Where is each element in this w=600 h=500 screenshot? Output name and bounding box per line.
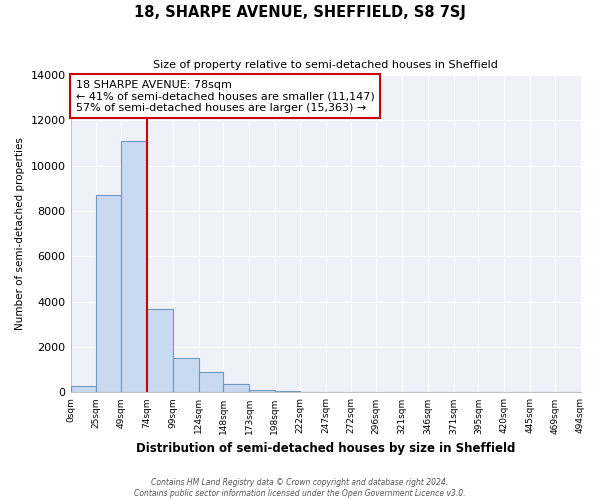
Bar (121, 140, 147, 392)
Bar (147, 308, 173, 392)
Y-axis label: Number of semi-detached properties: Number of semi-detached properties (15, 138, 25, 330)
Bar (173, 358, 199, 392)
Text: 18, SHARPE AVENUE, SHEFFIELD, S8 7SJ: 18, SHARPE AVENUE, SHEFFIELD, S8 7SJ (134, 5, 466, 20)
X-axis label: Distribution of semi-detached houses by size in Sheffield: Distribution of semi-detached houses by … (136, 442, 515, 455)
Bar (71, 386, 97, 392)
Text: Contains HM Land Registry data © Crown copyright and database right 2024.
Contai: Contains HM Land Registry data © Crown c… (134, 478, 466, 498)
Bar (223, 384, 249, 392)
Title: Size of property relative to semi-detached houses in Sheffield: Size of property relative to semi-detach… (153, 60, 498, 70)
Bar (97, 195, 121, 392)
Bar (199, 372, 223, 392)
Bar (249, 390, 275, 392)
Bar (275, 390, 300, 392)
Text: 18 SHARPE AVENUE: 78sqm
← 41% of semi-detached houses are smaller (11,147)
57% o: 18 SHARPE AVENUE: 78sqm ← 41% of semi-de… (76, 80, 374, 113)
